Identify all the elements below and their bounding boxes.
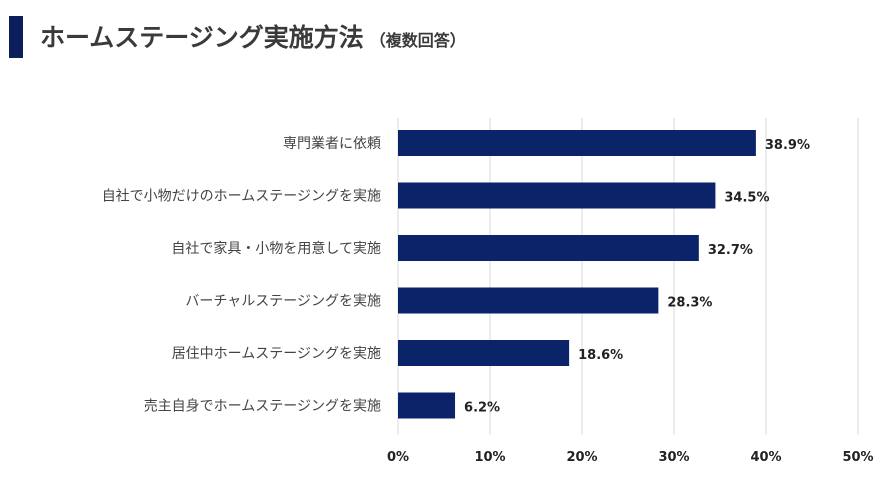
x-tick-label-20: 20% — [566, 450, 597, 465]
bar-3 — [398, 235, 699, 261]
bar-2 — [398, 182, 716, 209]
chart-title: ホームステージング実施方法 — [40, 23, 364, 52]
title-accent-bar — [9, 16, 23, 58]
x-tick-label-50: 50% — [842, 450, 873, 465]
value-label-3: 32.7% — [708, 243, 753, 258]
x-tick-label-10: 10% — [474, 450, 505, 465]
x-tick-label-30: 30% — [658, 450, 689, 465]
chart-header: ホームステージング実施方法 （複数回答） — [40, 18, 466, 56]
bar-1 — [398, 130, 756, 156]
value-label-2: 34.5% — [724, 191, 769, 206]
category-label-6: 売主自身でホームステージングを実施 — [144, 399, 381, 415]
category-label-4: バーチャルステージングを実施 — [185, 294, 381, 310]
x-tick-label-40: 40% — [750, 450, 781, 465]
category-label-1: 専門業者に依頼 — [283, 136, 381, 152]
chart-subtitle: （複数回答） — [369, 31, 466, 50]
value-label-6: 6.2% — [464, 401, 500, 416]
bar-5 — [398, 340, 570, 366]
value-label-4: 28.3% — [667, 296, 712, 311]
bar-4 — [398, 287, 659, 314]
value-label-1: 38.9% — [765, 138, 810, 153]
category-label-5: 居住中ホームステージングを実施 — [172, 346, 381, 362]
bar-6 — [398, 392, 456, 419]
x-tick-label-0: 0% — [387, 450, 409, 465]
value-label-5: 18.6% — [578, 348, 623, 363]
category-label-2: 自社で小物だけのホームステージングを実施 — [102, 189, 381, 205]
category-label-3: 自社で家具・小物を用意して実施 — [171, 240, 381, 257]
